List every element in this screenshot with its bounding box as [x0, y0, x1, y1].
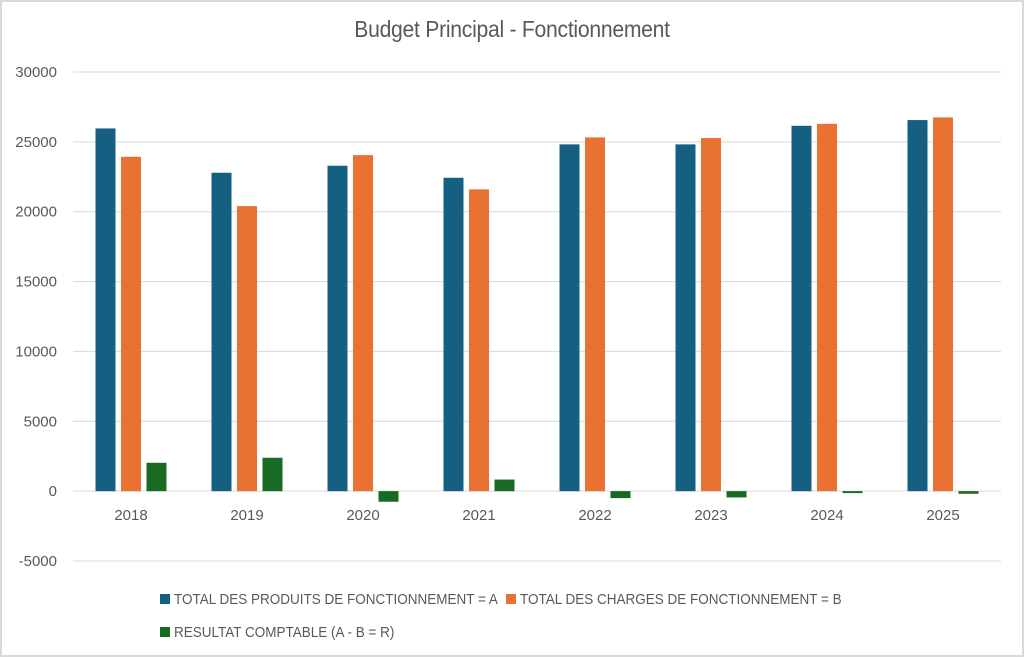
- bar-resultat-2023: [726, 491, 747, 498]
- y-tick-label: 0: [49, 483, 57, 500]
- bar-produits-2021: [443, 177, 464, 492]
- legend-swatch-resultat: [160, 627, 170, 637]
- bar-charges-2022: [585, 137, 605, 492]
- bar-charges-2024: [817, 123, 837, 492]
- legend-swatch-produits: [160, 594, 170, 604]
- bar-resultat-2025: [958, 491, 979, 494]
- y-tick-label: 30000: [15, 64, 57, 81]
- bar-charges-2023: [701, 138, 721, 492]
- x-tick-label-2018: 2018: [114, 507, 147, 524]
- bar-charges-2021: [469, 189, 489, 492]
- bar-produits-2024: [791, 125, 812, 492]
- x-tick-label-2022: 2022: [578, 507, 611, 524]
- x-tick-label-2019: 2019: [230, 507, 263, 524]
- legend-label-resultat: RESULTAT COMPTABLE (A - B = R): [174, 623, 395, 641]
- legend-row-2: RESULTAT COMPTABLE (A - B = R): [160, 621, 883, 643]
- bar-resultat-2024: [842, 491, 863, 494]
- y-axis-ticks: -5000 0 5000 10000 15000 20000 25000 30000: [15, 64, 57, 570]
- bar-resultat-2019: [262, 457, 283, 492]
- y-tick-label: 5000: [24, 413, 57, 430]
- bar-charges-2018: [121, 156, 141, 492]
- legend-label-produits: TOTAL DES PRODUITS DE FONCTIONNEMENT = A: [174, 590, 498, 608]
- bar-produits-2025: [907, 120, 928, 492]
- bar-produits-2018: [95, 128, 116, 492]
- bar-resultat-2021: [494, 479, 515, 492]
- bar-resultat-2020: [378, 491, 399, 502]
- y-tick-label: 20000: [15, 204, 57, 221]
- bar-resultat-2018: [146, 462, 167, 492]
- bars: [95, 117, 979, 502]
- x-axis-ticks: 2018 2019 2020 2021 2022 2023 2024 2025: [114, 507, 959, 524]
- x-tick-label-2023: 2023: [694, 507, 727, 524]
- y-tick-label: -5000: [19, 553, 57, 570]
- legend-label-charges: TOTAL DES CHARGES DE FONCTIONNEMENT = B: [519, 590, 842, 608]
- bar-produits-2019: [211, 172, 232, 492]
- y-tick-label: 25000: [15, 134, 57, 151]
- bar-charges-2020: [353, 155, 373, 492]
- bar-produits-2023: [675, 144, 696, 492]
- legend: TOTAL DES PRODUITS DE FONCTIONNEMENT = A…: [160, 588, 883, 654]
- legend-item-produits: TOTAL DES PRODUITS DE FONCTIONNEMENT = A: [160, 591, 534, 608]
- legend-swatch-charges: [505, 594, 516, 604]
- y-tick-label: 15000: [15, 274, 57, 291]
- bar-resultat-2022: [610, 491, 631, 499]
- x-tick-label-2021: 2021: [462, 507, 495, 524]
- legend-row-1: TOTAL DES PRODUITS DE FONCTIONNEMENT = A…: [160, 588, 883, 610]
- legend-item-charges: TOTAL DES CHARGES DE FONCTIONNEMENT = B: [505, 590, 877, 608]
- bar-produits-2020: [327, 165, 348, 492]
- y-tick-label: 10000: [15, 343, 57, 360]
- bar-charges-2019: [237, 206, 257, 492]
- x-tick-label-2025: 2025: [926, 507, 959, 524]
- chart-title: Budget Principal - Fonctionnement: [354, 16, 670, 42]
- x-tick-label-2020: 2020: [346, 507, 379, 524]
- bar-produits-2022: [559, 144, 580, 492]
- legend-item-resultat: RESULTAT COMPTABLE (A - B = R): [160, 624, 419, 641]
- x-tick-label-2024: 2024: [810, 507, 843, 524]
- bar-charges-2025: [933, 117, 953, 492]
